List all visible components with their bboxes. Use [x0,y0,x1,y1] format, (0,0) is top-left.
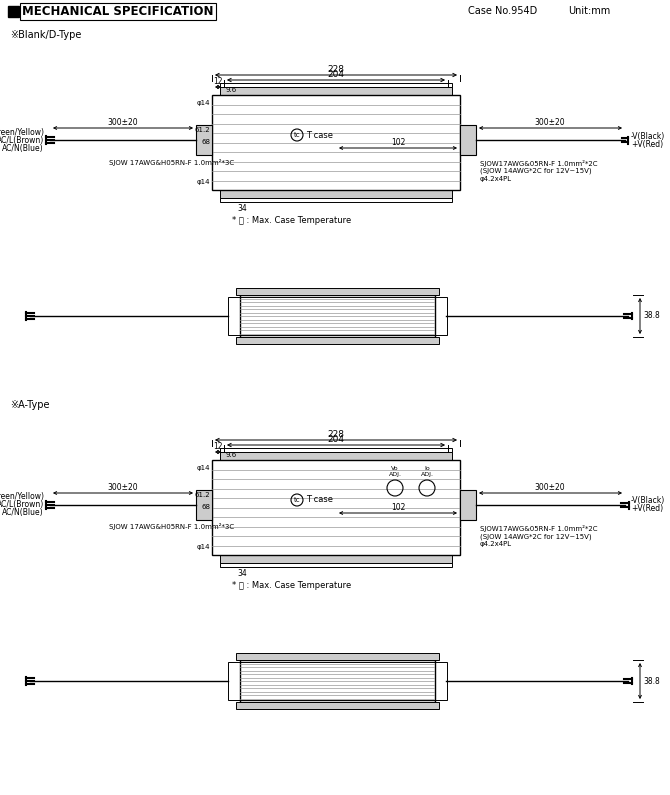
Text: 300±20: 300±20 [108,483,138,492]
Text: 228: 228 [328,430,344,439]
Bar [220,452,452,460]
Bar [220,448,452,452]
Bar [236,702,439,709]
Text: ※A-Type: ※A-Type [10,400,50,410]
Text: ※Blank/D-Type: ※Blank/D-Type [10,30,81,40]
Text: φ4.2x4PL: φ4.2x4PL [480,176,512,182]
Text: 9.6: 9.6 [226,87,237,93]
Text: T case: T case [306,495,333,505]
Text: AC/N(Blue): AC/N(Blue) [3,144,44,153]
Text: 12: 12 [213,77,222,86]
Bar [228,297,447,335]
Text: φ14: φ14 [196,465,210,471]
Bar [460,490,476,520]
Text: SJOW17AWG&05RN-F 1.0mm²*2C: SJOW17AWG&05RN-F 1.0mm²*2C [480,160,598,167]
Text: T case: T case [306,130,333,139]
Text: 68: 68 [201,139,210,145]
Text: 61.2: 61.2 [194,492,210,498]
Bar [236,288,439,295]
Text: Io
ADJ.: Io ADJ. [421,466,433,477]
Text: tc: tc [293,497,300,503]
Text: 34: 34 [237,569,247,578]
Text: 300±20: 300±20 [535,483,565,492]
Text: AC/N(Blue): AC/N(Blue) [3,509,44,518]
Text: φ14: φ14 [196,100,210,106]
Text: SJOW17AWG&05RN-F 1.0mm²*2C: SJOW17AWG&05RN-F 1.0mm²*2C [480,525,598,532]
Text: -V(Black): -V(Black) [631,131,665,141]
Text: (SJOW 14AWG*2C for 12V~15V): (SJOW 14AWG*2C for 12V~15V) [480,533,592,540]
Text: 34: 34 [237,204,247,213]
Text: 228: 228 [328,65,344,74]
Text: +V(Red): +V(Red) [631,505,663,514]
Text: Vo
ADJ.: Vo ADJ. [389,466,401,477]
Bar [220,190,452,198]
Text: φ4.2x4PL: φ4.2x4PL [480,541,512,547]
Bar [212,95,460,190]
Text: φ14: φ14 [196,179,210,185]
Text: FG⊕(Green/Yellow): FG⊕(Green/Yellow) [0,127,44,137]
Text: 102: 102 [391,503,405,512]
Text: * Ⓣ : Max. Case Temperature: * Ⓣ : Max. Case Temperature [232,581,351,590]
Text: AC/L(Brown): AC/L(Brown) [0,135,44,145]
Bar [220,198,452,202]
Text: +V(Red): +V(Red) [631,139,663,149]
Text: 38.8: 38.8 [643,312,660,320]
Text: tc: tc [293,132,300,138]
Text: SJOW 17AWG&H05RN-F 1.0mm²*3C: SJOW 17AWG&H05RN-F 1.0mm²*3C [109,158,234,165]
Text: φ14: φ14 [196,544,210,550]
Text: 102: 102 [391,138,405,147]
Bar [240,295,435,337]
Bar [236,337,439,344]
Text: 12: 12 [213,442,222,451]
Text: SJOW 17AWG&H05RN-F 1.0mm²*3C: SJOW 17AWG&H05RN-F 1.0mm²*3C [109,523,234,530]
Text: FG⊕(Green/Yellow): FG⊕(Green/Yellow) [0,492,44,502]
Bar [228,662,447,700]
Bar [196,125,212,155]
Text: 68: 68 [201,504,210,510]
Bar [8,6,19,17]
Bar [212,460,460,555]
Bar [220,87,452,95]
Text: * Ⓣ : Max. Case Temperature: * Ⓣ : Max. Case Temperature [232,216,351,225]
Text: 38.8: 38.8 [643,677,660,685]
Bar [220,83,452,87]
Text: Case No.954D: Case No.954D [468,6,537,17]
Text: Unit:mm: Unit:mm [568,6,610,17]
Bar [460,125,476,155]
Text: 61.2: 61.2 [194,127,210,133]
Bar [220,555,452,563]
Text: 204: 204 [328,435,344,444]
Text: 300±20: 300±20 [108,118,138,127]
Text: MECHANICAL SPECIFICATION: MECHANICAL SPECIFICATION [22,5,214,18]
Bar [236,653,439,660]
Text: AC/L(Brown): AC/L(Brown) [0,501,44,510]
Bar [240,660,435,702]
Text: 300±20: 300±20 [535,118,565,127]
Text: 204: 204 [328,70,344,79]
Text: (SJOW 14AWG*2C for 12V~15V): (SJOW 14AWG*2C for 12V~15V) [480,168,592,174]
Bar [220,563,452,567]
Text: 9.6: 9.6 [226,452,237,458]
Bar [196,490,212,520]
Text: -V(Black): -V(Black) [631,497,665,506]
